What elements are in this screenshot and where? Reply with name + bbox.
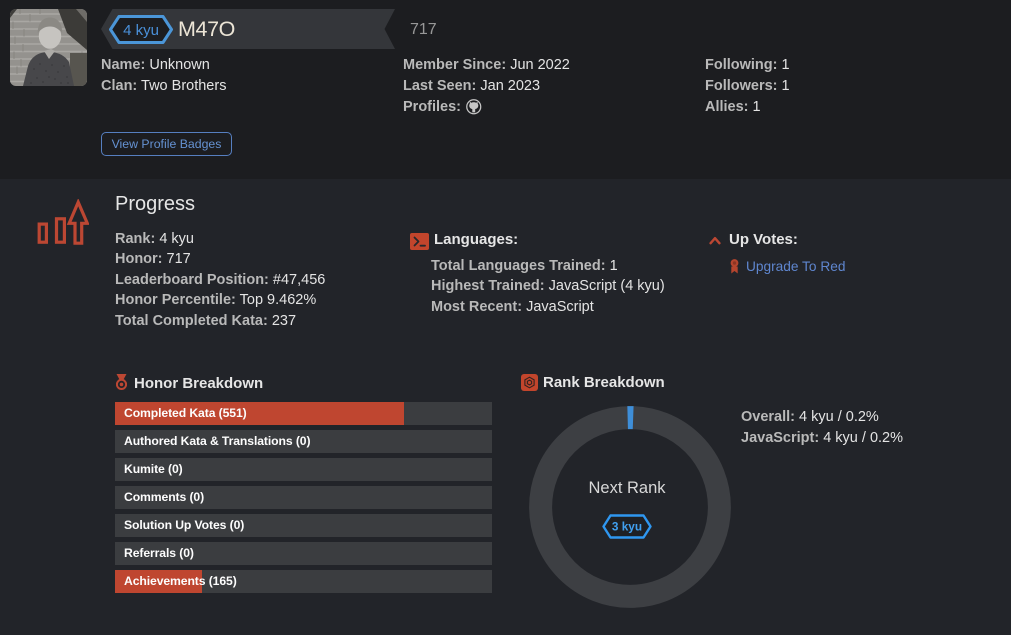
svg-text:3 kyu: 3 kyu: [612, 520, 642, 534]
svg-text:4 kyu: 4 kyu: [123, 21, 159, 38]
